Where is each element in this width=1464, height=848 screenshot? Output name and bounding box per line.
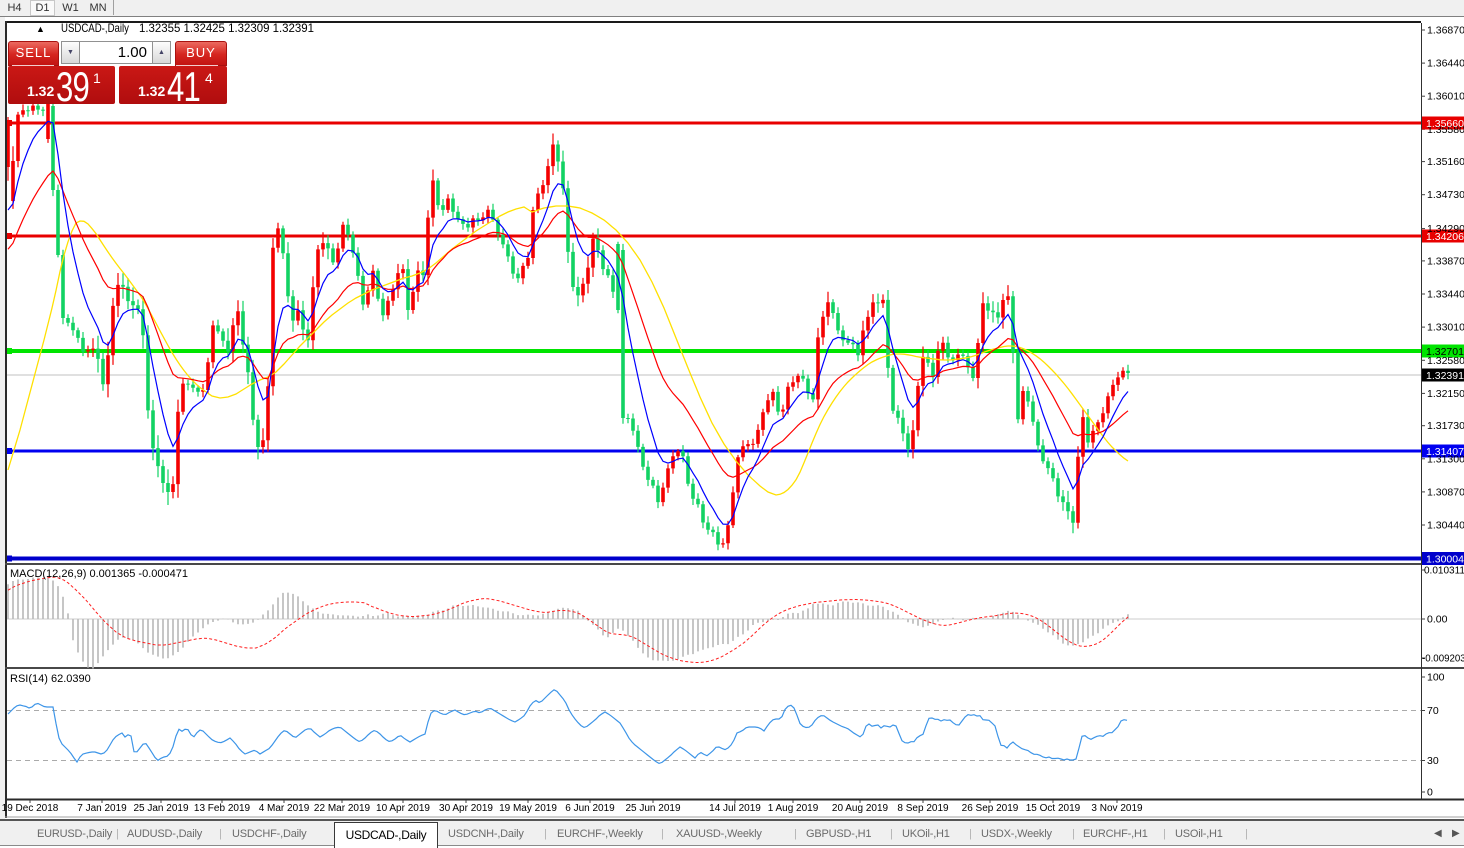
svg-text:1.31407: 1.31407 xyxy=(1426,446,1464,458)
svg-text:0: 0 xyxy=(1427,787,1433,799)
svg-text:1.35580: 1.35580 xyxy=(1427,124,1464,136)
svg-text:6 Jun 2019: 6 Jun 2019 xyxy=(565,803,615,814)
svg-text:19 Dec 2018: 19 Dec 2018 xyxy=(2,803,59,814)
svg-text:USDCAD-,Daily: USDCAD-,Daily xyxy=(61,21,129,35)
svg-text:1.31300: 1.31300 xyxy=(1427,453,1464,465)
svg-text:13 Feb 2019: 13 Feb 2019 xyxy=(194,803,251,814)
svg-text:0.00: 0.00 xyxy=(1427,614,1448,626)
svg-text:-0.009203: -0.009203 xyxy=(1422,654,1464,665)
svg-text:15 Oct 2019: 15 Oct 2019 xyxy=(1026,803,1081,814)
svg-text:14 Jul 2019: 14 Jul 2019 xyxy=(709,803,761,814)
svg-text:1.32150: 1.32150 xyxy=(1427,388,1464,400)
svg-text:8 Sep 2019: 8 Sep 2019 xyxy=(897,803,949,814)
svg-text:10 Apr 2019: 10 Apr 2019 xyxy=(376,803,430,814)
svg-text:1 Aug 2019: 1 Aug 2019 xyxy=(768,803,819,814)
svg-text:1.36010: 1.36010 xyxy=(1427,91,1464,103)
svg-text:1.30870: 1.30870 xyxy=(1427,486,1464,498)
svg-text:▲: ▲ xyxy=(36,24,45,34)
svg-text:1.36440: 1.36440 xyxy=(1427,58,1464,70)
svg-text:22 Mar 2019: 22 Mar 2019 xyxy=(314,803,371,814)
svg-text:1.34290: 1.34290 xyxy=(1427,223,1464,235)
svg-text:25 Jan 2019: 25 Jan 2019 xyxy=(133,803,188,814)
svg-text:26 Sep 2019: 26 Sep 2019 xyxy=(962,803,1019,814)
svg-text:1.30004: 1.30004 xyxy=(1426,554,1464,566)
svg-text:19 May 2019: 19 May 2019 xyxy=(499,803,557,814)
svg-text:1.30440: 1.30440 xyxy=(1427,520,1464,532)
svg-text:1.34206: 1.34206 xyxy=(1426,231,1464,243)
svg-text:1.32355 1.32425 1.32309 1.3239: 1.32355 1.32425 1.32309 1.32391 xyxy=(139,21,314,35)
svg-text:25 Jun 2019: 25 Jun 2019 xyxy=(625,803,680,814)
svg-text:100: 100 xyxy=(1427,672,1445,684)
svg-text:MACD(12,26,9) 0.001365 -0.0004: MACD(12,26,9) 0.001365 -0.000471 xyxy=(10,568,188,580)
svg-text:1.36870: 1.36870 xyxy=(1427,25,1464,37)
svg-text:20 Aug 2019: 20 Aug 2019 xyxy=(832,803,889,814)
svg-text:1.31730: 1.31730 xyxy=(1427,420,1464,432)
svg-text:1.33870: 1.33870 xyxy=(1427,255,1464,267)
svg-text:4 Mar 2019: 4 Mar 2019 xyxy=(259,803,310,814)
svg-text:1.33440: 1.33440 xyxy=(1427,289,1464,301)
svg-text:1.32580: 1.32580 xyxy=(1427,355,1464,367)
svg-text:1.35160: 1.35160 xyxy=(1427,156,1464,168)
svg-text:7 Jan 2019: 7 Jan 2019 xyxy=(77,803,127,814)
svg-text:30: 30 xyxy=(1427,755,1439,767)
svg-text:3 Nov 2019: 3 Nov 2019 xyxy=(1091,803,1143,814)
svg-text:RSI(14) 62.0390: RSI(14) 62.0390 xyxy=(10,673,91,685)
svg-text:1.34730: 1.34730 xyxy=(1427,189,1464,201)
svg-text:1.35660: 1.35660 xyxy=(1426,118,1464,130)
svg-text:30 Apr 2019: 30 Apr 2019 xyxy=(439,803,493,814)
svg-text:0.010311: 0.010311 xyxy=(1424,566,1464,577)
svg-text:1.33010: 1.33010 xyxy=(1427,322,1464,334)
svg-text:70: 70 xyxy=(1427,705,1439,717)
svg-text:1.32701: 1.32701 xyxy=(1426,346,1464,358)
svg-text:1.32391: 1.32391 xyxy=(1426,370,1464,382)
